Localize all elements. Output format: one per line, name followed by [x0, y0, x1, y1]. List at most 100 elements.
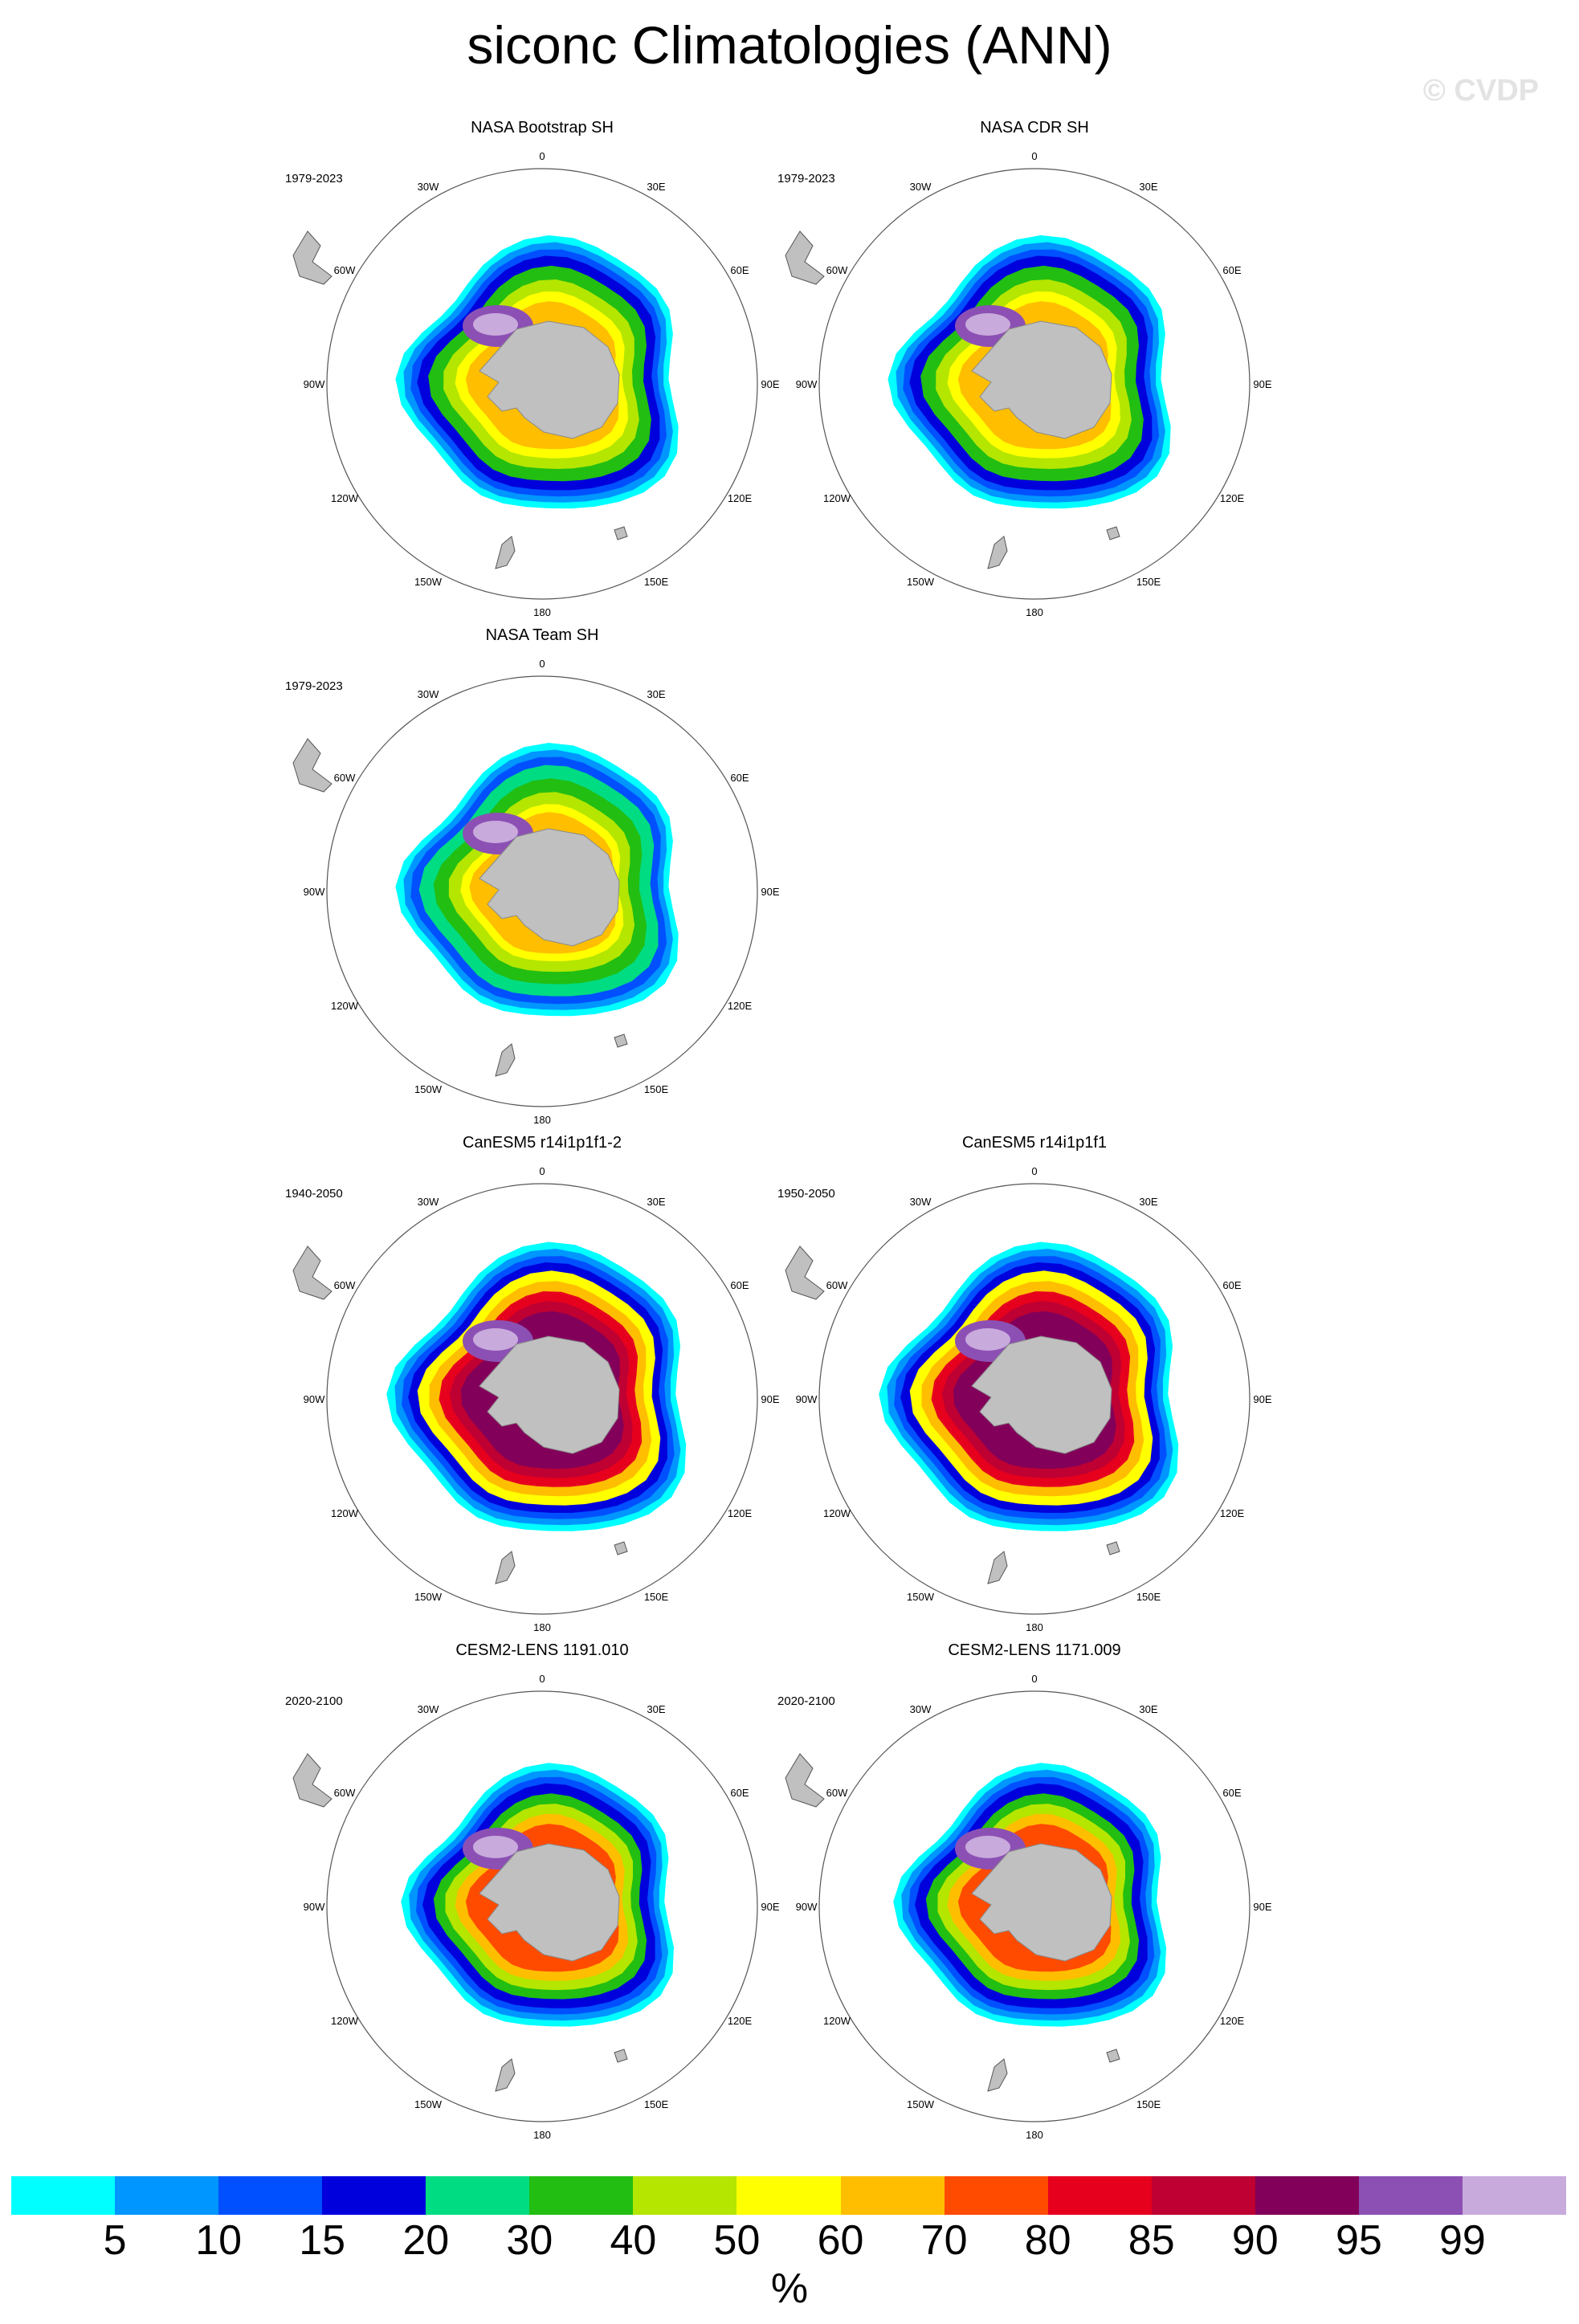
- longitude-label: 120W: [331, 492, 359, 504]
- longitude-label: 60E: [730, 1279, 749, 1291]
- longitude-label: 90W: [796, 1393, 818, 1405]
- longitude-label: 120W: [823, 2015, 851, 2027]
- longitude-label: 150W: [907, 2098, 935, 2110]
- antarctica-landmass: [971, 1335, 1112, 1454]
- longitude-label: 120W: [823, 1507, 851, 1519]
- colorbar-tick-label: 10: [195, 2217, 243, 2264]
- map-panel: CESM2-LENS 1191.010 2020-2100 0 30E 60E 90E…: [285, 1641, 799, 2139]
- longitude-label: 150E: [1136, 576, 1161, 588]
- longitude-label: 60W: [334, 1279, 356, 1291]
- map-panel: CESM2-LENS 1171.009 2020-2100 0 30E 60E 90E…: [777, 1641, 1291, 2139]
- longitude-label: 60E: [730, 1787, 749, 1799]
- longitude-label: 90W: [304, 378, 325, 390]
- tasmania-landmass: [1106, 1541, 1120, 1555]
- longitude-label: 60E: [1222, 1279, 1241, 1291]
- longitude-label: 90W: [304, 1901, 325, 1913]
- colorbar-tick-label: 99: [1439, 2217, 1486, 2264]
- south-america-landmass: [292, 1753, 333, 1808]
- longitude-label: 150W: [414, 2098, 443, 2110]
- longitude-label: 30W: [418, 1196, 439, 1208]
- colorbar-swatch: [633, 2176, 737, 2215]
- longitude-label: 180: [533, 1621, 551, 1632]
- longitude-label: 30E: [647, 181, 665, 193]
- longitude-label: 120W: [331, 1000, 359, 1012]
- polar-map: 0 30E 60E 90E 120E 150E 180 150W 120W 90W 60W 30W: [785, 150, 1272, 617]
- longitude-label: 120E: [728, 492, 753, 504]
- colorbar-swatch: [1047, 2176, 1153, 2215]
- colorbar-tick-label: 40: [610, 2217, 657, 2264]
- colorbar-swatch: [944, 2176, 1049, 2215]
- longitude-label: 120E: [728, 1507, 753, 1519]
- longitude-label: 60E: [730, 264, 749, 276]
- colorbar-swatch: [115, 2176, 219, 2215]
- colorbar-swatch: [11, 2176, 116, 2215]
- longitude-label: 180: [1026, 2129, 1043, 2139]
- longitude-label: 150E: [644, 1083, 669, 1095]
- longitude-label: 180: [1026, 606, 1043, 617]
- map-panel: NASA Bootstrap SH 1979-2023 0 30E 60E 90E 12…: [285, 119, 799, 617]
- longitude-label: 150W: [414, 1083, 443, 1095]
- longitude-label: 150W: [907, 1591, 935, 1603]
- tasmania-landmass: [1106, 2049, 1120, 2063]
- longitude-label: 30E: [647, 688, 665, 700]
- colorbar-tick-label: 90: [1231, 2217, 1279, 2264]
- longitude-label: 120E: [1220, 1507, 1245, 1519]
- antarctica-landmass: [971, 1843, 1112, 1962]
- figure-title: siconc Climatologies (ANN): [467, 15, 1112, 75]
- colorbar-tick-label: 20: [402, 2217, 450, 2264]
- longitude-label: 120W: [331, 2015, 359, 2027]
- new-zealand-landmass: [987, 2058, 1008, 2092]
- longitude-label: 30W: [418, 688, 439, 700]
- map-panel: CanESM5 r14i1p1f1 1950-2050 0 30E 60E 90E 12…: [777, 1134, 1291, 1632]
- weddell-ice-core: [473, 1328, 518, 1351]
- longitude-label: 60E: [1222, 1787, 1241, 1799]
- south-america-landmass: [785, 1246, 825, 1300]
- colorbar-tick-label: 80: [1024, 2217, 1071, 2264]
- panel-title: CESM2-LENS 1191.010: [455, 1641, 629, 1659]
- colorbar-swatch: [1151, 2176, 1256, 2215]
- colorbar-units: %: [770, 2265, 809, 2312]
- tasmania-landmass: [614, 1541, 628, 1555]
- polar-map: 0 30E 60E 90E 120E 150E 180 150W 120W 90W 60W 30W: [292, 658, 780, 1124]
- panel-period: 2020-2100: [285, 1694, 343, 1708]
- antarctica-landmass: [971, 320, 1112, 439]
- longitude-label: 90E: [761, 1901, 779, 1913]
- longitude-label: 120E: [1220, 2015, 1245, 2027]
- panel-title: NASA Bootstrap SH: [471, 119, 614, 137]
- longitude-label: 0: [1031, 150, 1037, 162]
- colorbar-tick-label: 30: [506, 2217, 553, 2264]
- longitude-label: 30W: [418, 181, 439, 193]
- panel-title: CESM2-LENS 1171.009: [948, 1641, 1121, 1659]
- colorbar-tick-label: 50: [713, 2217, 761, 2264]
- panel-period: 1950-2050: [777, 1187, 835, 1201]
- longitude-label: 150E: [1136, 2098, 1161, 2110]
- colorbar-swatch: [840, 2176, 945, 2215]
- south-america-landmass: [785, 230, 825, 285]
- antarctica-landmass: [479, 320, 620, 439]
- colorbar: [11, 2176, 1567, 2215]
- colorbar-swatch: [736, 2176, 842, 2215]
- longitude-label: 30E: [1139, 181, 1157, 193]
- map-panel: NASA Team SH 1979-2023 0 30E 60E 90E 120E 150…: [285, 626, 799, 1124]
- polar-map: 0 30E 60E 90E 120E 150E 180 150W 120W 90W 60W 30W: [785, 1165, 1272, 1632]
- longitude-label: 30E: [1139, 1196, 1157, 1208]
- map-panel: CanESM5 r14i1p1f1-2 1940-2050 0 30E 60E 90E…: [285, 1134, 799, 1632]
- longitude-label: 120E: [728, 1000, 753, 1012]
- longitude-label: 0: [539, 658, 545, 670]
- colorbar-swatch: [218, 2176, 323, 2215]
- panel-period: 1979-2023: [777, 172, 835, 186]
- panel-period: 1940-2050: [285, 1187, 343, 1201]
- polar-map: 0 30E 60E 90E 120E 150E 180 150W 120W 90W 60W 30W: [292, 150, 780, 617]
- longitude-label: 0: [1031, 1165, 1037, 1177]
- tasmania-landmass: [614, 526, 628, 540]
- longitude-label: 0: [539, 1673, 545, 1685]
- longitude-label: 90E: [761, 378, 779, 390]
- south-america-landmass: [785, 1753, 825, 1808]
- panel-title: CanESM5 r14i1p1f1-2: [463, 1134, 622, 1152]
- longitude-label: 120E: [1220, 492, 1245, 504]
- longitude-label: 90E: [1253, 378, 1271, 390]
- south-america-landmass: [292, 230, 333, 285]
- tasmania-landmass: [614, 2049, 628, 2063]
- panel-title: CanESM5 r14i1p1f1: [961, 1134, 1108, 1152]
- weddell-ice-core: [473, 313, 518, 336]
